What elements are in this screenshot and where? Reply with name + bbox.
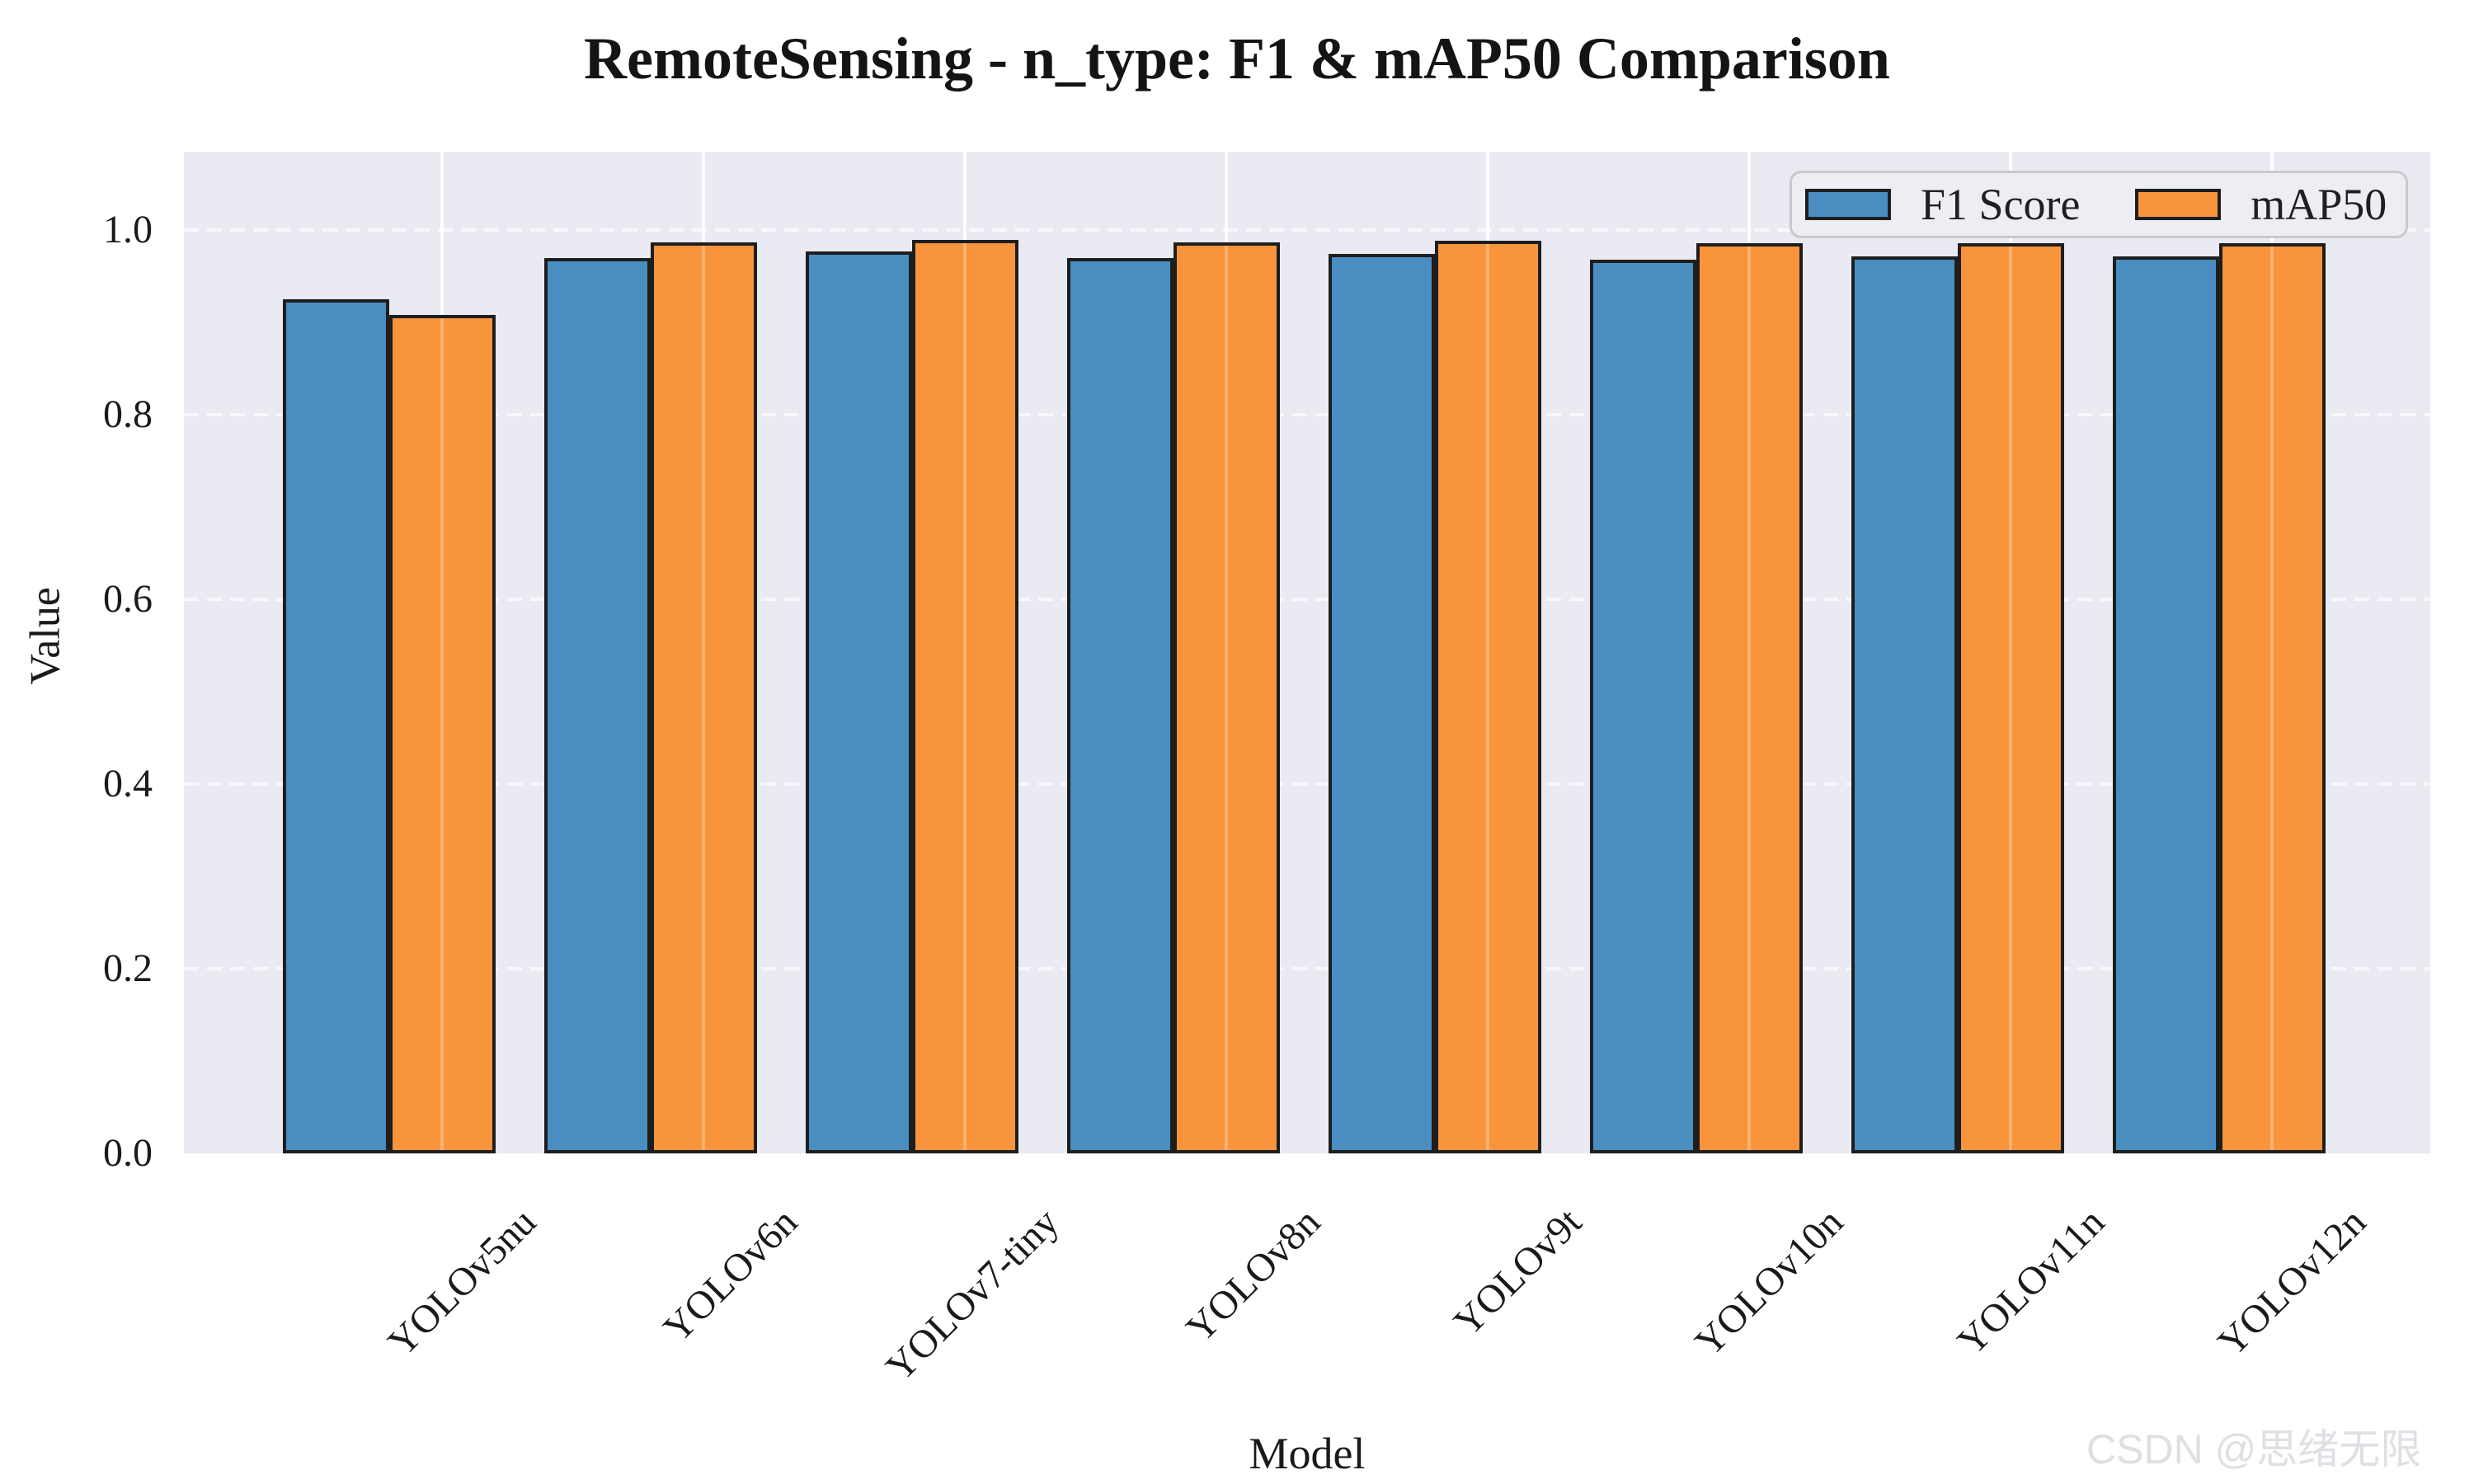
y-tick-label-0.2: 0.2 bbox=[103, 946, 153, 990]
y-tick-label-0.4: 0.4 bbox=[103, 762, 153, 805]
y-gridline-0.8 bbox=[184, 413, 2430, 416]
legend-item-map50: mAP50 bbox=[2135, 179, 2392, 230]
bar-f1-score-yolov6n bbox=[543, 258, 651, 1153]
bar-f1-score-yolov9t bbox=[1328, 254, 1435, 1153]
chart-title: RemoteSensing - n_type: F1 & mAP50 Compa… bbox=[584, 26, 1890, 92]
legend-label-map50: mAP50 bbox=[2251, 180, 2387, 229]
bar-f1-score-yolov5nu bbox=[282, 299, 389, 1153]
gridline-showthrough bbox=[702, 246, 705, 1150]
y-tick-label-0.6: 0.6 bbox=[103, 577, 153, 621]
y-gridline-0.4 bbox=[184, 782, 2430, 786]
y-gridline-1.0 bbox=[184, 228, 2430, 232]
y-gridline-0.2 bbox=[184, 967, 2430, 970]
gridline-showthrough bbox=[2270, 247, 2274, 1150]
plot-area bbox=[184, 152, 2430, 1153]
bar-map50-yolov6n bbox=[650, 242, 757, 1153]
y-tick-label-0.0: 0.0 bbox=[103, 1131, 153, 1175]
gridline-showthrough bbox=[1486, 244, 1489, 1150]
bar-map50-yolov9t bbox=[1434, 241, 1541, 1153]
bar-f1-score-yolov10n bbox=[1589, 260, 1696, 1153]
gridline-showthrough bbox=[2009, 247, 2012, 1150]
bar-map50-yolov7-tiny bbox=[911, 240, 1018, 1153]
legend-item-f1-score: F1 Score bbox=[1805, 179, 2086, 230]
legend-label-f1-score: F1 Score bbox=[1921, 180, 2081, 229]
bar-f1-score-yolov12n bbox=[2112, 256, 2219, 1153]
y-tick-label-0.8: 0.8 bbox=[103, 392, 153, 436]
bar-f1-score-yolov7-tiny bbox=[805, 251, 912, 1153]
gridline-showthrough bbox=[1747, 247, 1751, 1150]
bar-f1-score-yolov8n bbox=[1066, 258, 1174, 1153]
bar-map50-yolov5nu bbox=[388, 315, 496, 1153]
watermark: CSDN @思绪无限 bbox=[2086, 1426, 2422, 1472]
bar-map50-yolov11n bbox=[1957, 243, 2064, 1153]
x-axis-title: Model bbox=[1249, 1429, 1366, 1478]
legend-swatch-f1-score bbox=[1805, 189, 1891, 220]
legend: F1 Score mAP50 bbox=[1790, 171, 2408, 238]
gridline-showthrough bbox=[963, 243, 967, 1150]
legend-swatch-map50 bbox=[2135, 189, 2222, 220]
gridline-showthrough bbox=[440, 318, 444, 1150]
y-gridline-0.6 bbox=[184, 598, 2430, 601]
gridline-showthrough bbox=[1225, 246, 1228, 1150]
y-axis-title: Value bbox=[21, 587, 69, 685]
y-tick-label-1.0: 1.0 bbox=[103, 208, 153, 251]
bar-map50-yolov12n bbox=[2218, 243, 2326, 1153]
bar-map50-yolov10n bbox=[1696, 243, 1803, 1153]
bar-f1-score-yolov11n bbox=[1851, 256, 1958, 1153]
bar-map50-yolov8n bbox=[1173, 242, 1280, 1153]
